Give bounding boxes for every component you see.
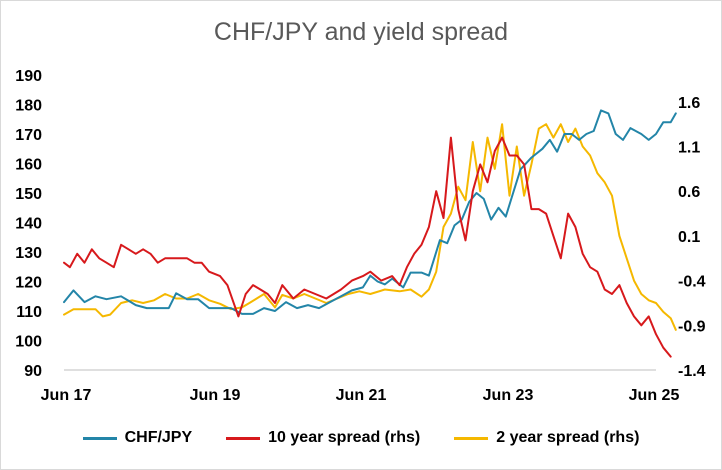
legend-item-chfjpy: CHF/JPY <box>82 429 193 447</box>
y-left-tick-label: 140 <box>15 216 42 233</box>
series-line-chf-jpy <box>63 109 677 315</box>
chart-tick-labels: 90 100 110 120 130 140 150 160 170 180 190 -1.4 -0.9… <box>15 68 705 404</box>
y-left-tick-label: 100 <box>15 334 42 351</box>
legend-swatch-chfjpy <box>82 436 117 440</box>
y-left-tick-label: 150 <box>15 186 42 203</box>
y-left-tick-label: 120 <box>15 275 42 292</box>
legend-item-2y-spread: 2 year spread (rhs) <box>454 429 639 447</box>
legend-label-2y-spread: 2 year spread (rhs) <box>496 429 640 446</box>
x-tick-label: Jun 19 <box>190 387 241 404</box>
y-right-tick-label: -0.4 <box>678 274 706 291</box>
y-right-tick-label: -1.4 <box>678 363 706 380</box>
x-tick-label: Jun 23 <box>483 387 534 404</box>
x-tick-label: Jun 25 <box>629 387 680 404</box>
chart-title: CHF/JPY and yield spread <box>213 18 509 46</box>
y-right-tick-label: 0.6 <box>678 184 700 201</box>
chart-series-lines <box>63 109 677 358</box>
y-right-tick-label: 0.1 <box>678 229 700 246</box>
legend-swatch-10y-spread <box>226 436 261 440</box>
y-left-tick-label: 160 <box>15 157 42 174</box>
y-left-tick-label: 130 <box>15 245 42 262</box>
series-line-2-year-spread-rhs <box>63 123 677 331</box>
legend-label-chfjpy: CHF/JPY <box>124 429 193 446</box>
chart-legend: CHF/JPY 10 year spread (rhs) 2 year spre… <box>0 426 722 450</box>
y-left-tick-label: 190 <box>15 68 42 85</box>
x-tick-label: Jun 21 <box>336 387 387 404</box>
y-right-tick-label: -0.9 <box>678 318 706 335</box>
x-tick-label: Jun 17 <box>41 387 92 404</box>
y-left-tick-label: 180 <box>15 98 42 115</box>
y-left-tick-label: 90 <box>24 363 42 380</box>
legend-item-10y-spread: 10 year spread (rhs) <box>226 429 420 447</box>
y-right-tick-label: 1.6 <box>678 95 700 112</box>
legend-label-10y-spread: 10 year spread (rhs) <box>268 429 421 446</box>
series-line-10-year-spread-rhs <box>63 136 672 358</box>
y-left-tick-label: 170 <box>15 127 42 144</box>
y-left-tick-label: 110 <box>16 304 42 321</box>
legend-swatch-2y-spread <box>454 436 489 440</box>
y-right-tick-label: 1.1 <box>678 140 700 157</box>
